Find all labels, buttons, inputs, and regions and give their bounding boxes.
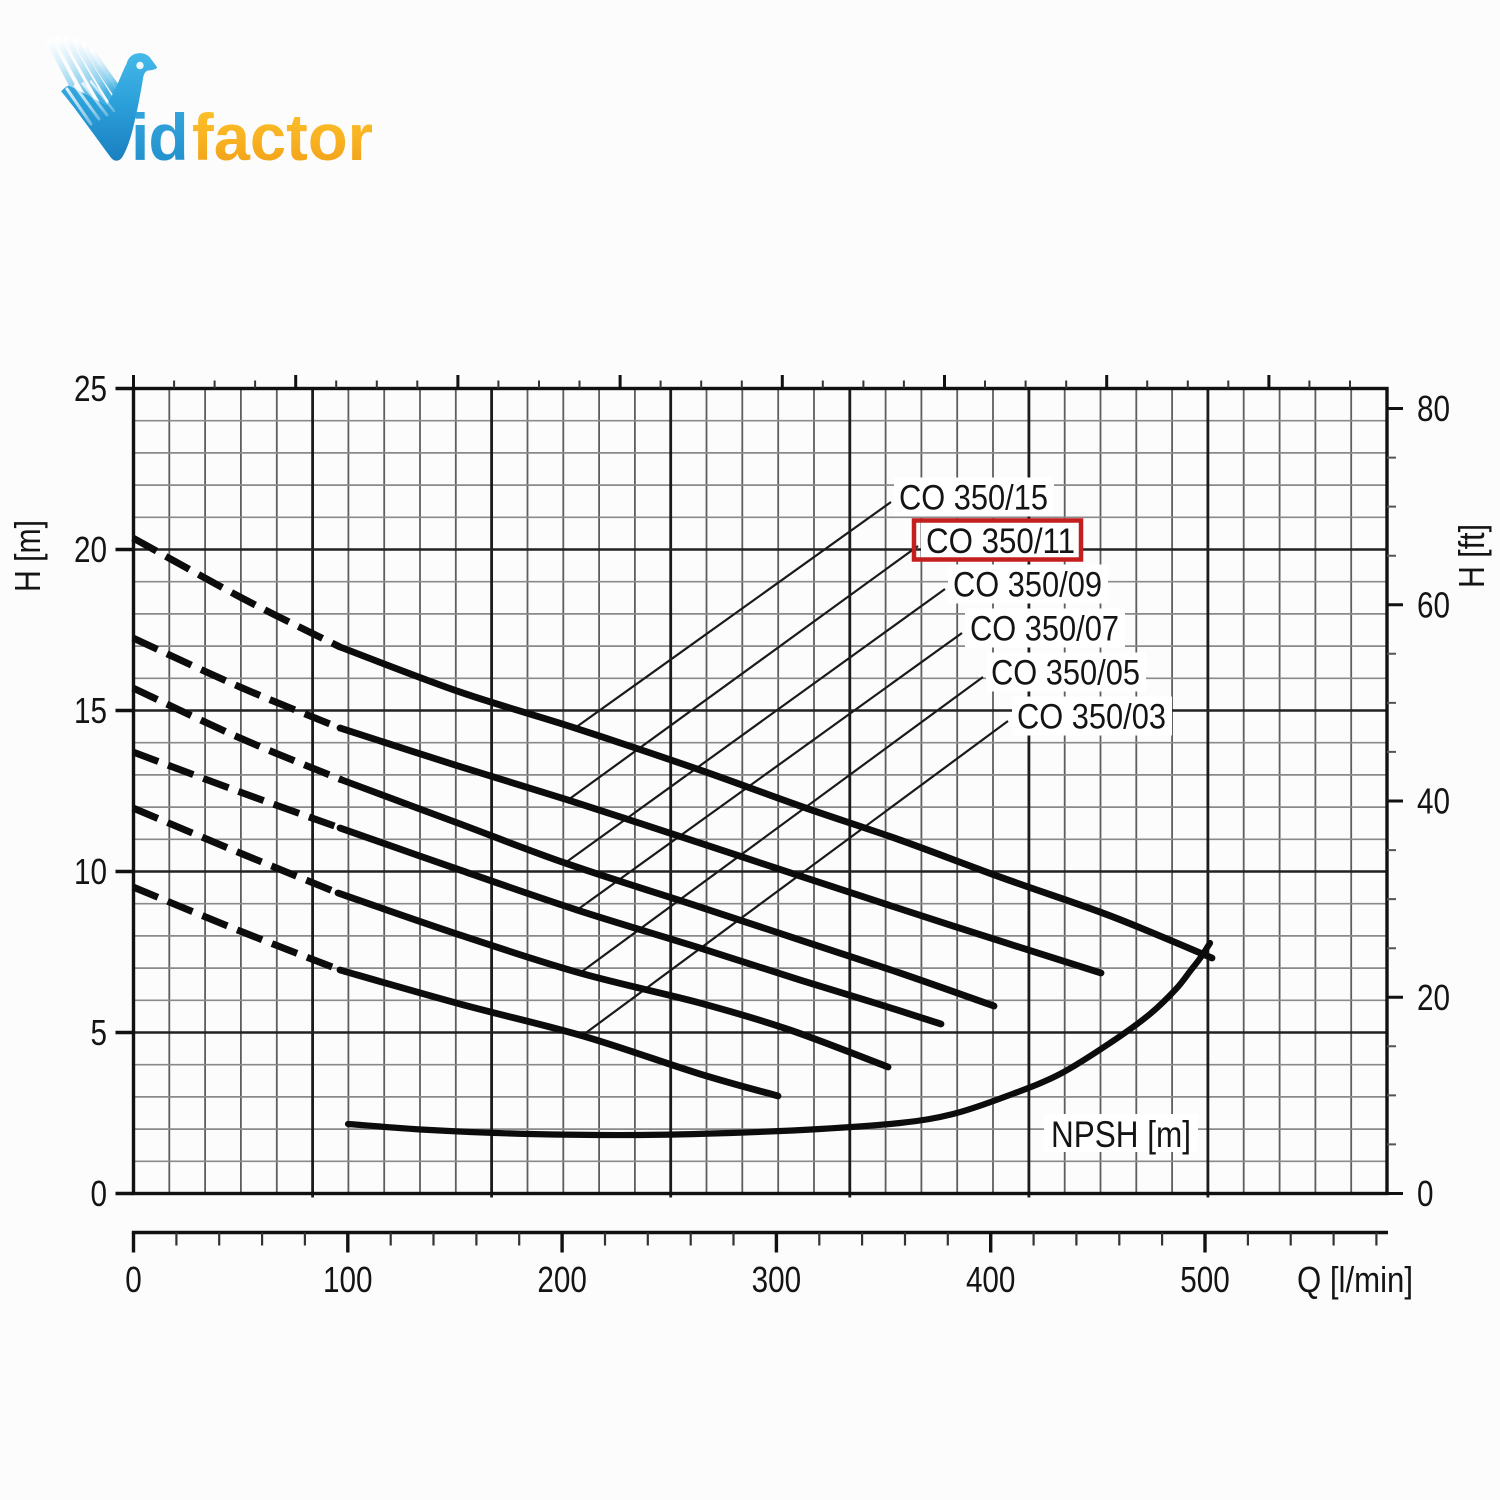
svg-text:80: 80 [1417,388,1450,429]
svg-text:CO 350/03: CO 350/03 [1017,698,1166,737]
svg-text:60: 60 [1417,584,1450,625]
svg-text:CO 350/09: CO 350/09 [953,566,1102,605]
svg-text:15: 15 [74,690,107,731]
svg-text:0: 0 [91,1173,108,1214]
svg-text:300: 300 [752,1259,802,1300]
svg-text:H [ft]: H [ft] [1451,524,1492,588]
svg-text:20: 20 [1417,977,1450,1018]
svg-text:CO 350/11: CO 350/11 [926,522,1075,561]
svg-text:id: id [131,100,188,174]
svg-text:100: 100 [323,1259,373,1300]
svg-text:factor: factor [192,100,373,174]
svg-text:0: 0 [1417,1173,1434,1214]
svg-text:H [m]: H [m] [7,520,48,592]
svg-text:NPSH [m]: NPSH [m] [1051,1114,1191,1155]
svg-text:500: 500 [1180,1259,1230,1300]
svg-text:Q [l/min]: Q [l/min] [1297,1259,1413,1300]
svg-text:CO 350/15: CO 350/15 [899,479,1048,518]
svg-text:CO 350/07: CO 350/07 [970,610,1119,649]
svg-text:400: 400 [966,1259,1016,1300]
svg-text:40: 40 [1417,781,1450,822]
svg-text:10: 10 [74,851,107,892]
svg-text:5: 5 [91,1012,108,1053]
svg-text:20: 20 [74,529,107,570]
svg-text:200: 200 [537,1259,587,1300]
svg-text:CO 350/05: CO 350/05 [991,654,1140,693]
svg-text:0: 0 [125,1259,142,1300]
svg-text:25: 25 [74,368,107,409]
